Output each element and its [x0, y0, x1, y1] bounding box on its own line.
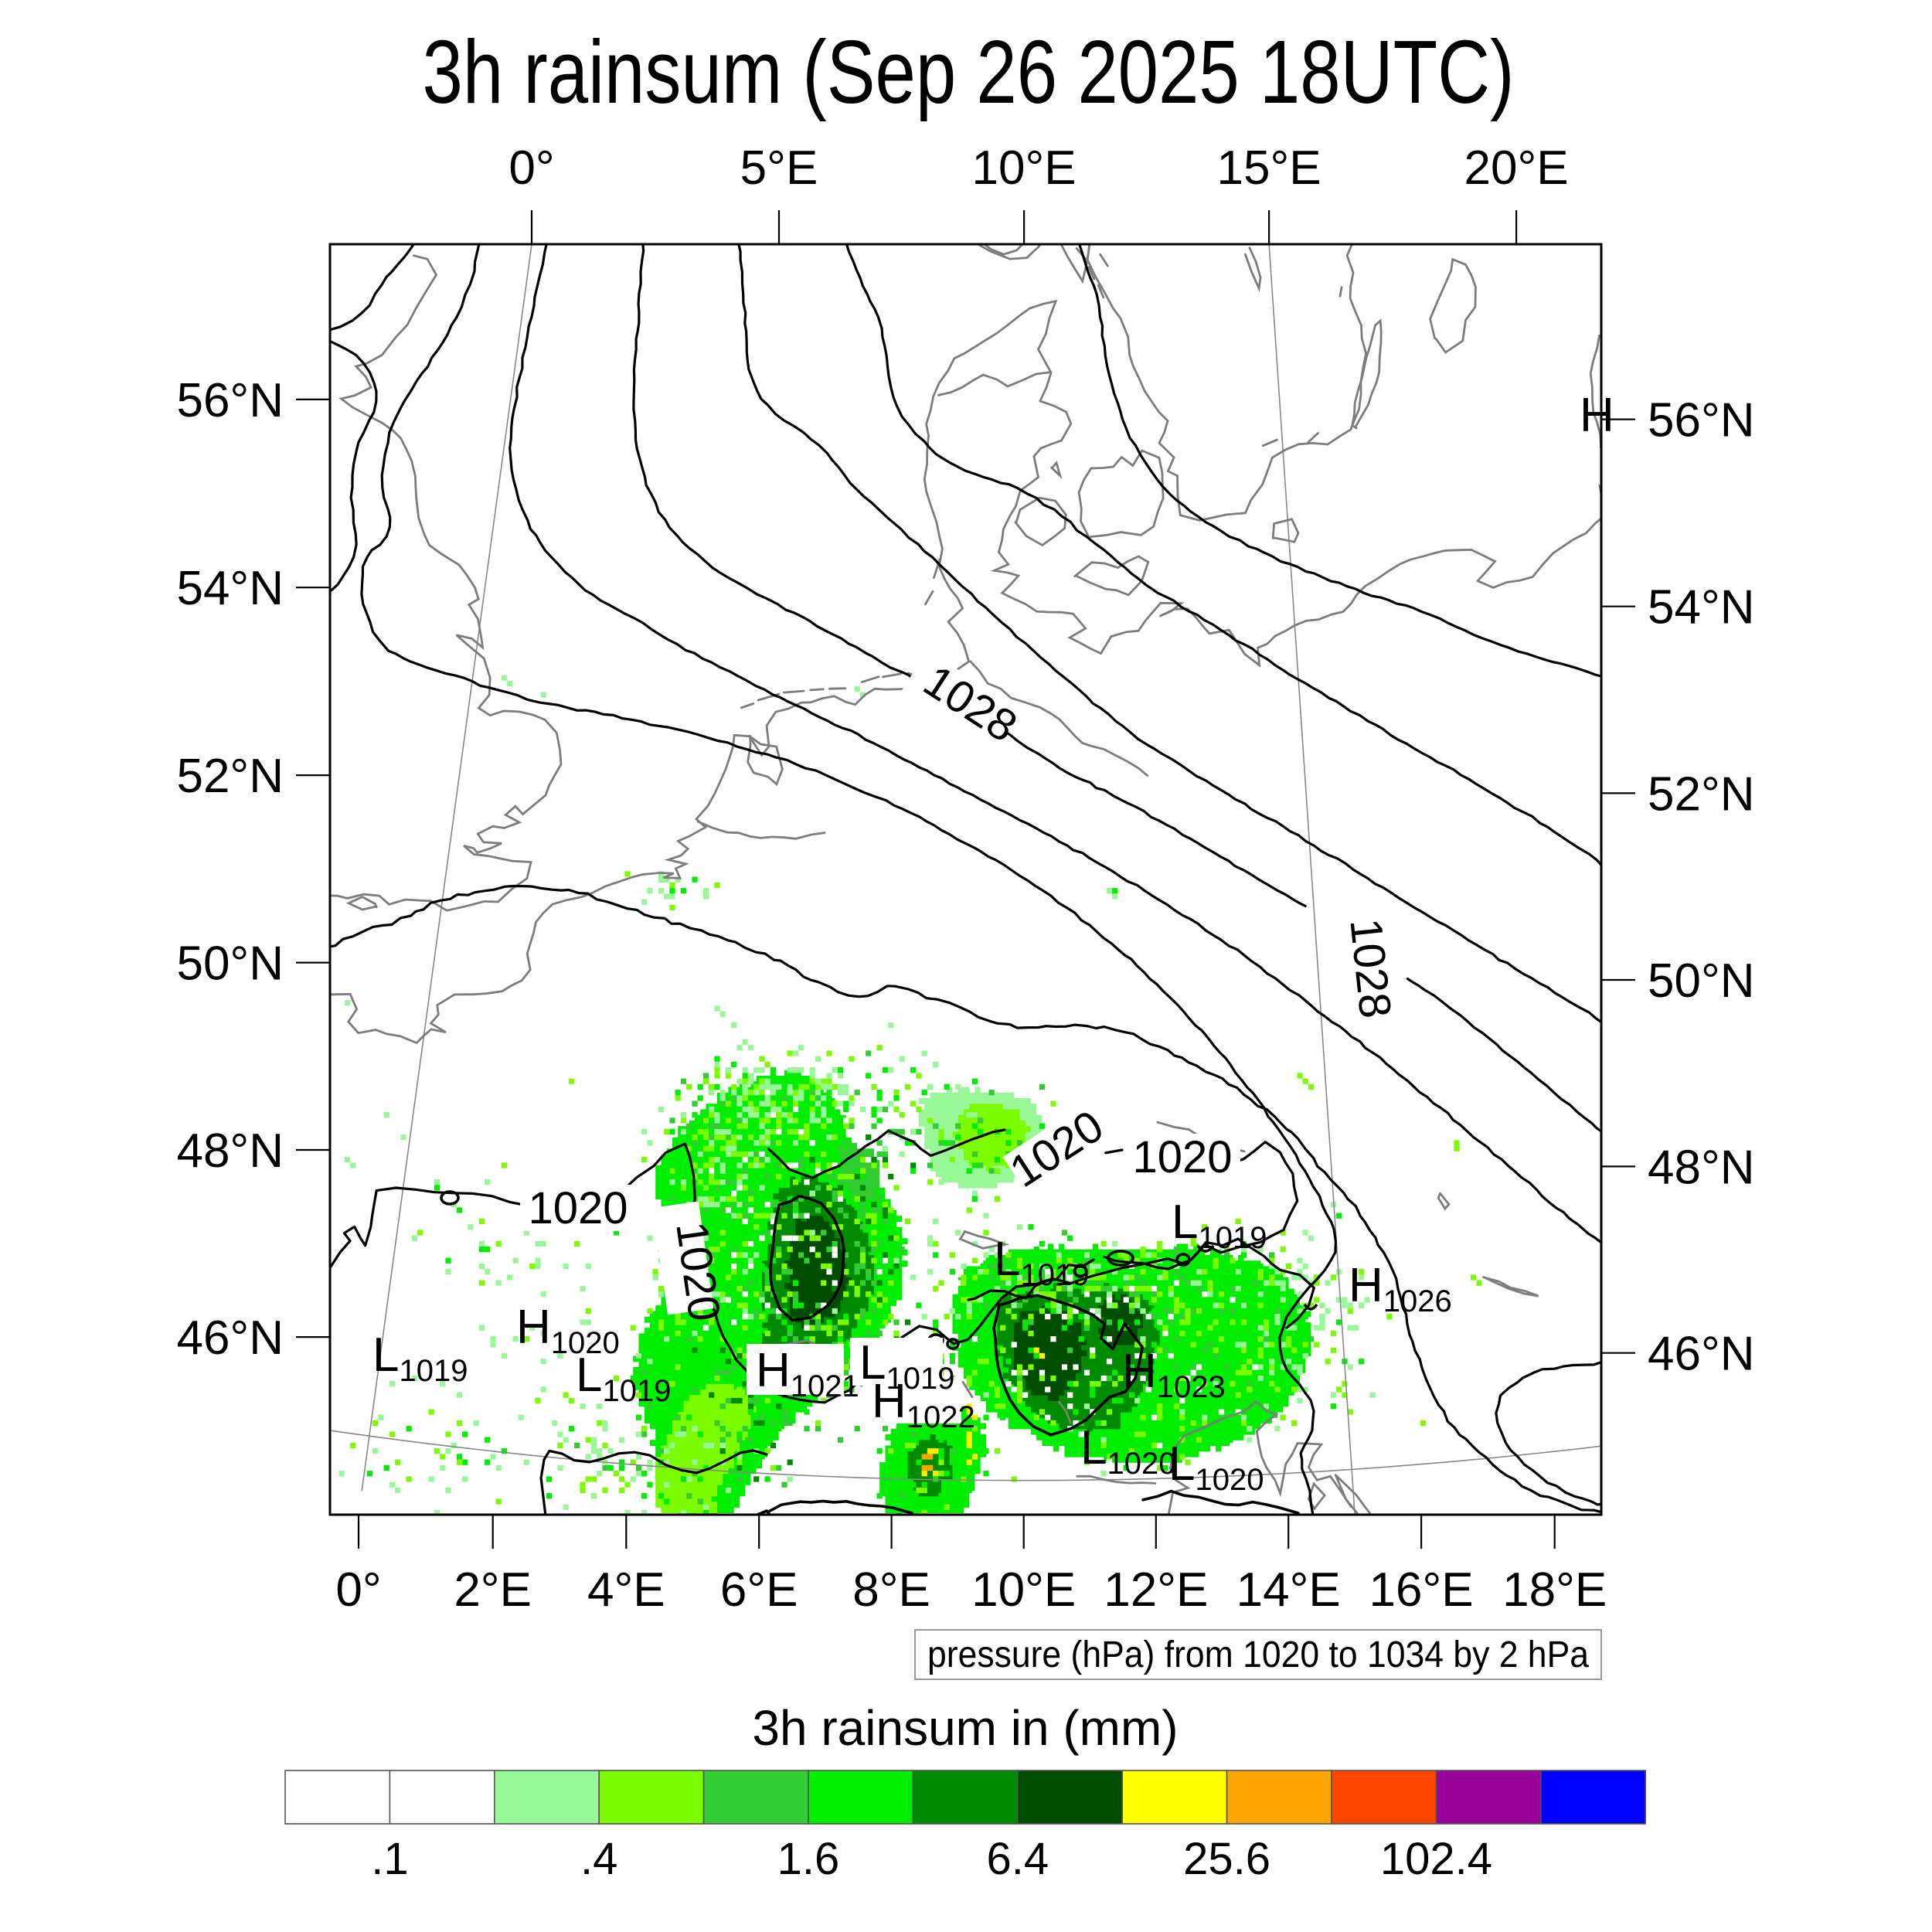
svg-text:54°N: 54°N [176, 562, 284, 615]
svg-text:H1020: H1020 [516, 1301, 620, 1360]
svg-text:0°: 0° [335, 1563, 381, 1617]
svg-text:pressure (hPa) from 1020 to 10: pressure (hPa) from 1020 to 1034 by 2 hP… [927, 1634, 1589, 1675]
svg-text:5°E: 5°E [740, 141, 818, 195]
svg-text:3h rainsum in (mm): 3h rainsum in (mm) [752, 1700, 1178, 1756]
svg-text:10°E: 10°E [971, 1563, 1076, 1617]
svg-text:18°E: 18°E [1502, 1563, 1607, 1617]
svg-text:H: H [1580, 389, 1614, 442]
svg-text:12°E: 12°E [1104, 1563, 1208, 1617]
svg-text:10°E: 10°E [971, 141, 1076, 195]
svg-text:1020: 1020 [528, 1183, 628, 1233]
svg-text:25.6: 25.6 [1183, 1834, 1270, 1884]
svg-text:.1: .1 [371, 1834, 408, 1884]
svg-text:50°N: 50°N [176, 937, 284, 991]
svg-text:50°N: 50°N [1648, 954, 1755, 1008]
svg-text:54°N: 54°N [1648, 581, 1755, 634]
svg-text:46°N: 46°N [176, 1311, 284, 1365]
svg-text:20°E: 20°E [1464, 141, 1568, 195]
svg-text:102.4: 102.4 [1380, 1834, 1492, 1884]
svg-text:6°E: 6°E [720, 1563, 798, 1617]
svg-text:3h rainsum (Sep 26 2025 18UTC): 3h rainsum (Sep 26 2025 18UTC) [423, 22, 1515, 122]
svg-text:1020: 1020 [1132, 1132, 1232, 1182]
svg-text:56°N: 56°N [176, 374, 284, 427]
svg-text:1028: 1028 [1340, 916, 1400, 1020]
svg-text:6.4: 6.4 [986, 1834, 1049, 1884]
svg-text:2°E: 2°E [454, 1563, 532, 1617]
svg-text:15°E: 15°E [1217, 141, 1321, 195]
svg-text:52°N: 52°N [176, 750, 284, 803]
svg-text:4°E: 4°E [587, 1563, 665, 1617]
svg-text:14°E: 14°E [1236, 1563, 1341, 1617]
svg-text:48°N: 48°N [176, 1124, 284, 1178]
svg-text:0°: 0° [509, 141, 554, 195]
svg-text:46°N: 46°N [1648, 1328, 1755, 1381]
svg-text:52°N: 52°N [1648, 767, 1755, 821]
svg-text:1.6: 1.6 [777, 1834, 840, 1884]
svg-text:16°E: 16°E [1369, 1563, 1474, 1617]
svg-text:48°N: 48°N [1648, 1141, 1755, 1194]
svg-text:8°E: 8°E [852, 1563, 930, 1617]
svg-text:56°N: 56°N [1648, 394, 1755, 447]
svg-text:.4: .4 [580, 1834, 617, 1884]
svg-text:H1021: H1021 [756, 1344, 859, 1403]
